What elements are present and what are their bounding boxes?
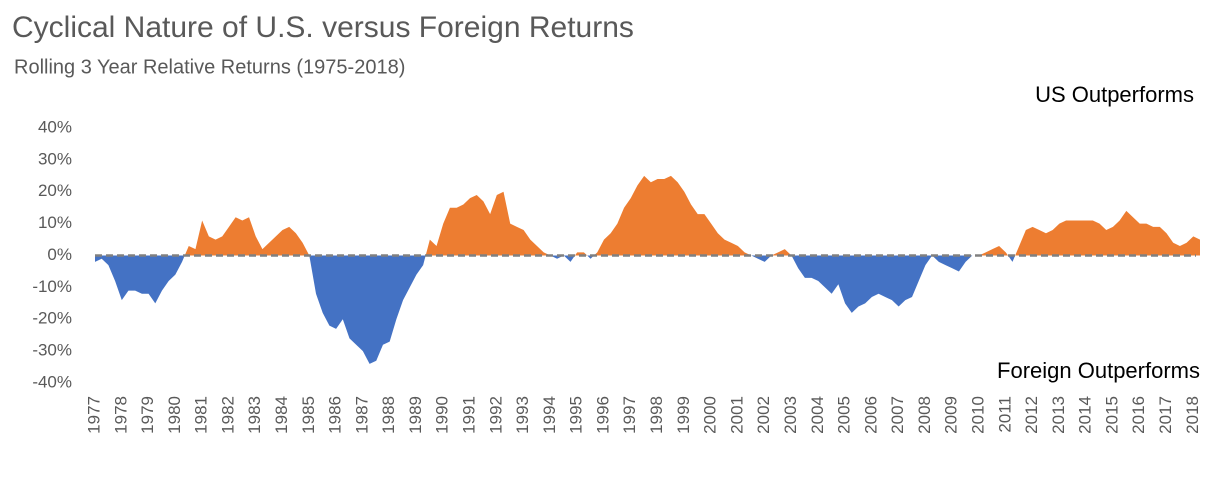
x-tick-label: 1989 [406, 396, 425, 434]
area [95, 175, 1200, 364]
x-tick-label: 2005 [835, 396, 854, 434]
x-tick-label: 1990 [433, 396, 452, 434]
x-tick-label: 2008 [915, 396, 934, 434]
x-tick-label: 2002 [754, 396, 773, 434]
x-tick-label: 1988 [379, 396, 398, 434]
x-tick-label: 1987 [352, 396, 371, 434]
y-tick-label: 40% [38, 117, 72, 136]
x-tick-label: 2000 [701, 396, 720, 434]
x-tick-label: 2011 [995, 396, 1014, 433]
y-tick-label: 30% [38, 149, 72, 168]
x-tick-label: 2013 [1049, 396, 1068, 434]
x-tick-label: 1982 [218, 396, 237, 434]
x-tick-label: 1978 [111, 396, 130, 434]
x-tick-label: 1992 [486, 396, 505, 434]
y-tick-label: -20% [32, 309, 72, 328]
x-tick-label: 1998 [647, 396, 666, 434]
x-tick-label: 2007 [888, 396, 907, 434]
x-tick-label: 1994 [540, 396, 559, 434]
y-tick-label: 20% [38, 181, 72, 200]
x-tick-label: 1991 [460, 396, 479, 434]
x-tick-label: 1999 [674, 396, 693, 434]
x-tick-label: 2012 [1022, 396, 1041, 434]
x-tick-label: 1977 [84, 396, 103, 434]
x-tick-label: 2004 [808, 396, 827, 434]
x-tick-label: 1979 [138, 396, 157, 434]
x-tick-label: 2003 [781, 396, 800, 434]
x-tick-label: 1996 [593, 396, 612, 434]
x-tick-label: 1997 [620, 396, 639, 434]
x-tick-label: 2018 [1183, 396, 1202, 434]
y-tick-label: 10% [38, 213, 72, 232]
x-tick-label: 1985 [299, 396, 318, 434]
x-tick-label: 2009 [942, 396, 961, 434]
x-tick-label: 1984 [272, 396, 291, 434]
x-tick-label: 2015 [1102, 396, 1121, 434]
chart-subtitle: Rolling 3 Year Relative Returns (1975-20… [14, 56, 405, 78]
annotation: US Outperforms [1035, 82, 1194, 107]
x-tick-label: 1981 [192, 396, 211, 434]
x-tick-label: 1980 [165, 396, 184, 434]
annotation: Foreign Outperforms [997, 358, 1200, 383]
x-tick-label: 2016 [1129, 396, 1148, 434]
x-tick-label: 2010 [968, 396, 987, 434]
x-tick-label: 1993 [513, 396, 532, 434]
x-tick-label: 2017 [1156, 396, 1175, 434]
x-tick-label: 2006 [861, 396, 880, 434]
x-tick-label: 2014 [1076, 396, 1095, 434]
y-tick-label: 0% [47, 245, 72, 264]
chart-title: Cyclical Nature of U.S. versus Foreign R… [12, 11, 634, 44]
x-tick-label: 1983 [245, 396, 264, 434]
y-tick-label: -30% [32, 341, 72, 360]
y-tick-label: -10% [32, 277, 72, 296]
y-tick-label: -40% [32, 372, 72, 391]
x-tick-label: 1986 [326, 396, 345, 434]
x-tick-label: 1995 [567, 396, 586, 434]
x-tick-label: 2001 [727, 396, 746, 434]
